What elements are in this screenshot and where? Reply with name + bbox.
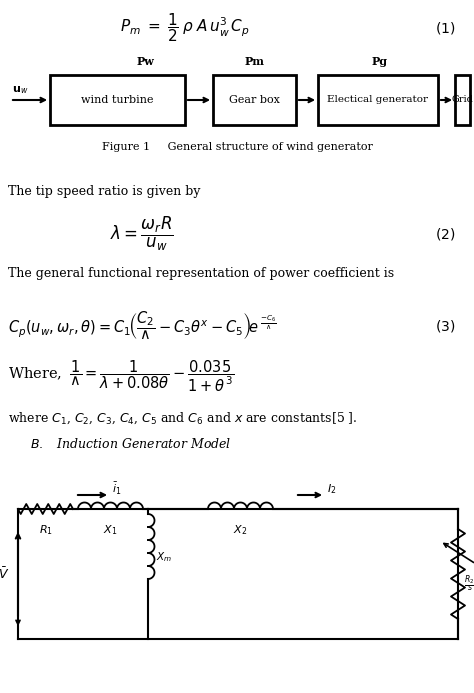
Text: $\frac{R_2}{s}$: $\frac{R_2}{s}$ [464,573,474,595]
Text: Pw: Pw [136,56,154,67]
Text: Where,$\;\;\dfrac{1}{\wedge}=\dfrac{1}{\lambda+0.08\theta}-\dfrac{0.035}{1+\thet: Where,$\;\;\dfrac{1}{\wedge}=\dfrac{1}{\… [8,358,234,394]
Text: $C_p(u_w,\omega_r,\theta)=C_1\!\left(\dfrac{C_2}{\wedge}-C_3\theta^x-C_5\right)\: $C_p(u_w,\omega_r,\theta)=C_1\!\left(\df… [8,310,277,342]
Text: Electical generator: Electical generator [328,96,428,105]
Text: $(1)$: $(1)$ [435,20,455,36]
Text: $R_1$: $R_1$ [38,523,53,537]
Text: $\mathit{B.}$   Induction Generator Model: $\mathit{B.}$ Induction Generator Model [30,437,231,451]
Bar [455,75,470,125]
Bar [213,75,296,125]
Bar [318,75,438,125]
Text: Pm: Pm [245,56,265,67]
Bar [50,75,185,125]
Text: $\lambda=\dfrac{\omega_r R}{u_w}$: $\lambda=\dfrac{\omega_r R}{u_w}$ [110,215,174,253]
Text: $P_m\;=\;\dfrac{1}{2}\;\rho\;A\,u_w^3\,C_p$: $P_m\;=\;\dfrac{1}{2}\;\rho\;A\,u_w^3\,C… [120,12,250,44]
Text: where $C_1$, $C_2$, $C_3$, $C_4$, $C_5$ and $C_6$ and $\mathit{x}$ are constants: where $C_1$, $C_2$, $C_3$, $C_4$, $C_5$ … [8,410,357,426]
Text: Gear box: Gear box [229,95,280,105]
Text: Grid: Grid [452,96,474,105]
Text: $\bar{V}$: $\bar{V}$ [0,566,9,581]
Text: $X_m$: $X_m$ [156,550,172,564]
Text: Figure 1     General structure of wind generator: Figure 1 General structure of wind gener… [101,142,373,152]
Text: $\mathbf{u}_w$: $\mathbf{u}_w$ [12,84,28,96]
Text: $I_2$: $I_2$ [327,482,337,496]
Text: $X_2$: $X_2$ [233,523,247,537]
Text: $\bar{i}_1$: $\bar{i}_1$ [112,481,121,497]
Text: wind turbine: wind turbine [81,95,154,105]
Text: The general functional representation of power coefficient is: The general functional representation of… [8,267,394,281]
Text: Pg: Pg [372,56,388,67]
Text: $(3)$: $(3)$ [435,318,455,334]
Text: The tip speed ratio is given by: The tip speed ratio is given by [8,186,201,198]
Text: $X_1$: $X_1$ [103,523,118,537]
Text: $(2)$: $(2)$ [435,226,455,242]
